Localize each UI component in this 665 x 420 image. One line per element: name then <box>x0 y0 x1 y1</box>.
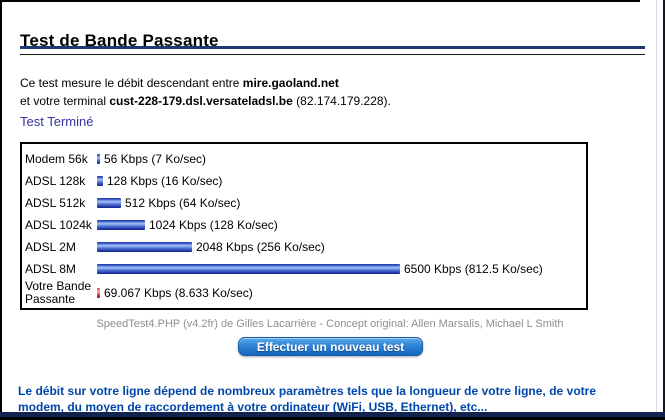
page-border-right <box>663 0 665 420</box>
footer-note: Le débit sur votre ligne dépend de nombr… <box>18 384 596 414</box>
result-bar <box>97 288 100 298</box>
chart-row-label: ADSL 8M <box>25 261 76 276</box>
chart-row-label: ADSL 2M <box>25 239 76 254</box>
test-status-text: Test Terminé <box>20 114 94 129</box>
chart-bar-value: 1024 Kbps (128 Ko/sec) <box>149 218 278 232</box>
server-hostname: mire.gaoland.net <box>242 76 339 90</box>
chart-bar-cell: 512 Kbps (64 Ko/sec) <box>97 196 240 210</box>
intro-text: Ce test mesure le débit descendant entre… <box>20 74 620 110</box>
chart-bar-cell: 56 Kbps (7 Ko/sec) <box>97 152 206 166</box>
chart-bar-cell: 6500 Kbps (812.5 Ko/sec) <box>97 262 543 276</box>
reference-bar <box>97 264 400 274</box>
chart-row-label: Votre Bande Passante <box>25 279 92 306</box>
chart-row: ADSL 128k 128 Kbps (16 Ko/sec) <box>25 170 586 192</box>
chart-row-label: ADSL 512k <box>25 195 86 210</box>
chart-bar-cell: 69.067 Kbps (8.633 Ko/sec) <box>97 286 253 300</box>
chart-row: Modem 56k 56 Kbps (7 Ko/sec) <box>25 148 586 170</box>
new-test-button[interactable]: Effectuer un nouveau test <box>238 337 423 356</box>
chart-bar-value: 56 Kbps (7 Ko/sec) <box>104 152 207 166</box>
intro-line1-prefix: Ce test mesure le débit descendant entre <box>20 76 243 90</box>
chart-row-label: Modem 56k <box>25 151 88 166</box>
chart-credit-caption: SpeedTest4.PHP (v4.2fr) de Gilles Lacarr… <box>96 318 564 330</box>
bottom-black-strip <box>0 417 665 420</box>
page-border-right-faint <box>656 0 657 420</box>
chart-bar-value: 69.067 Kbps (8.633 Ko/sec) <box>104 286 253 300</box>
chart-rows: Modem 56k 56 Kbps (7 Ko/sec) ADSL 128k 128 … <box>22 144 586 306</box>
page-border-left <box>0 0 2 420</box>
chart-row-label: ADSL 128k <box>25 173 86 188</box>
chart-bar-value: 512 Kbps (64 Ko/sec) <box>125 196 241 210</box>
bottom-navy-strip <box>0 412 665 417</box>
chart-row: ADSL 2M 2048 Kbps (256 Ko/sec) <box>25 236 586 258</box>
chart-row: ADSL 1024k 1024 Kbps (128 Ko/sec) <box>25 214 586 236</box>
chart-bar-value: 128 Kbps (16 Ko/sec) <box>107 174 223 188</box>
chart-row: ADSL 8M 6500 Kbps (812.5 Ko/sec) <box>25 258 586 280</box>
reference-bar <box>97 176 103 186</box>
chart-bar-cell: 2048 Kbps (256 Ko/sec) <box>97 240 325 254</box>
chart-row-label: ADSL 1024k <box>25 217 92 232</box>
reference-bar <box>97 220 145 230</box>
chart-bar-cell: 1024 Kbps (128 Ko/sec) <box>97 218 278 232</box>
terminal-ip: (82.174.179.228). <box>292 94 391 108</box>
reference-bar <box>97 242 192 252</box>
reference-bar <box>97 198 121 208</box>
chart-bar-value: 2048 Kbps (256 Ko/sec) <box>196 240 325 254</box>
page-border-top <box>0 0 640 2</box>
intro-line2-prefix: et votre terminal <box>20 94 110 108</box>
chart-row: Votre Bande Passante 69.067 Kbps (8.633 K… <box>25 280 586 306</box>
title-rule <box>20 46 645 49</box>
chart-bar-value: 6500 Kbps (812.5 Ko/sec) <box>404 262 543 276</box>
reference-bar <box>97 154 100 164</box>
bandwidth-chart: Modem 56k 56 Kbps (7 Ko/sec) ADSL 128k 128 … <box>20 142 588 310</box>
chart-bar-cell: 128 Kbps (16 Ko/sec) <box>97 174 222 188</box>
page-title: Test de Bande Passante <box>20 29 645 56</box>
terminal-hostname: cust-228-179.dsl.versateladsl.be <box>109 94 293 108</box>
chart-row: ADSL 512k 512 Kbps (64 Ko/sec) <box>25 192 586 214</box>
